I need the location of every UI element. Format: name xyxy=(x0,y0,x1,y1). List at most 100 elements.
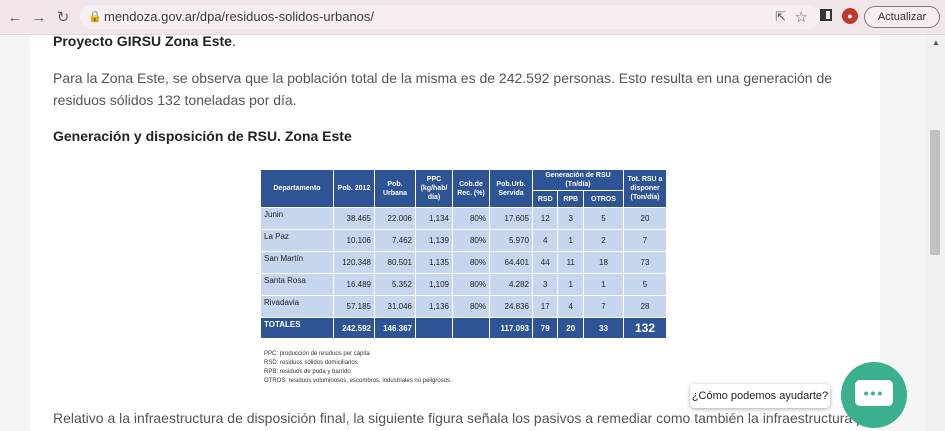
header-cob-rec: Cob.de Rec. (%) xyxy=(452,169,490,208)
cell-ppc: 1,134 xyxy=(415,207,453,230)
header-rsd: RSD xyxy=(531,190,559,208)
cell-pob-urbana: 80.501 xyxy=(374,251,416,274)
project-heading: Proyecto GIRSU Zona Este. xyxy=(53,33,236,49)
cell-tot: 73 xyxy=(623,251,667,274)
profile-avatar-icon[interactable]: ● xyxy=(842,8,858,24)
cell-servida: 4.282 xyxy=(489,273,533,296)
note-ppc: PPC: producción de residuos per cápita xyxy=(264,351,370,357)
cell-total-empty xyxy=(452,317,490,339)
cell-departamento: Junin xyxy=(260,207,334,230)
cell-departamento: San Martín xyxy=(260,251,334,274)
cell-cob: 80% xyxy=(452,229,490,252)
cell-rsd: 12 xyxy=(531,207,559,230)
cell-total-tot: 132 xyxy=(623,317,667,339)
cell-departamento: La Paz xyxy=(260,229,334,252)
cell-rsd: 17 xyxy=(531,295,559,318)
cell-cob: 80% xyxy=(452,251,490,274)
bookmark-star-icon[interactable]: ☆ xyxy=(794,9,808,26)
header-pob-urbana: Pob. Urbana xyxy=(374,169,416,208)
address-bar[interactable]: 🔒 mendoza.gov.ar/dpa/residuos-solidos-ur… xyxy=(80,5,820,29)
cell-otros: 7 xyxy=(582,295,625,318)
cell-pob2012: 57.185 xyxy=(333,295,375,318)
table-notes: PPC: producción de residuos per cápita R… xyxy=(264,350,452,386)
reload-icon[interactable]: ↻ xyxy=(56,9,70,26)
totals-row: TOTALES 242.592 146.367 117.093 79 20 33… xyxy=(260,317,667,339)
header-generacion: Generación de RSU (Tn/día) xyxy=(532,169,624,191)
cell-rsd: 3 xyxy=(531,273,559,296)
header-tot-rsu: Tot. RSU a disponer (Ton/día) xyxy=(623,169,667,208)
cell-ppc: 1,139 xyxy=(415,229,453,252)
cell-total-empty xyxy=(415,317,453,339)
cell-pob-urbana: 7.462 xyxy=(374,229,416,252)
cell-otros: 5 xyxy=(582,207,625,230)
header-otros: OTROS xyxy=(582,190,625,208)
table-row: La Paz 10.106 7.462 1,139 80% 5.970 4 1 … xyxy=(260,229,667,252)
cell-otros: 2 xyxy=(582,229,625,252)
cell-cob: 80% xyxy=(452,295,490,318)
browser-toolbar: ← → ↻ 🔒 mendoza.gov.ar/dpa/residuos-soli… xyxy=(0,0,945,35)
note-rpb: RPB: residuos de poda y barrido xyxy=(264,369,351,375)
cell-rpb: 1 xyxy=(557,273,584,296)
header-departamento: Departamento xyxy=(260,169,334,208)
cell-rsd: 4 xyxy=(531,229,559,252)
header-ppc: PPC (kg/hab/ día) xyxy=(415,169,453,208)
cell-ppc: 1,109 xyxy=(415,273,453,296)
table-row: Junin 38.465 22.006 1,134 80% 17.605 12 … xyxy=(260,207,667,230)
cell-servida: 5.970 xyxy=(489,229,533,252)
cell-rpb: 11 xyxy=(557,251,584,274)
chat-prompt-bubble[interactable]: ¿Cómo podemos ayudarte? xyxy=(690,384,830,408)
header-pob2012: Pob. 2012 xyxy=(333,169,375,208)
scrollbar-thumb[interactable] xyxy=(930,130,940,255)
table-row: San Martín 120.348 80.501 1,135 80% 64.4… xyxy=(260,251,667,274)
cell-tot: 5 xyxy=(623,273,667,296)
table-row: Santa Rosa 16.489 5.352 1,109 80% 4.282 … xyxy=(260,273,667,296)
update-button[interactable]: Actualizar xyxy=(864,6,940,28)
cell-departamento: Santa Rosa xyxy=(260,273,334,296)
cell-rpb: 1 xyxy=(557,229,584,252)
cell-rpb: 3 xyxy=(557,207,584,230)
cell-total-rsd: 79 xyxy=(531,317,559,339)
chat-button[interactable]: ••• xyxy=(841,362,907,428)
cell-servida: 17.605 xyxy=(489,207,533,230)
cell-totales-label: TOTALES xyxy=(260,317,334,339)
cell-servida: 64.401 xyxy=(489,251,533,274)
page-margin-left xyxy=(0,35,30,431)
back-arrow-icon[interactable]: ← xyxy=(7,8,23,26)
forward-arrow-icon[interactable]: → xyxy=(31,8,47,26)
cell-pob2012: 16.489 xyxy=(333,273,375,296)
cell-total-pob2012: 242.592 xyxy=(333,317,375,339)
cell-otros: 18 xyxy=(582,251,625,274)
cell-cob: 80% xyxy=(452,273,490,296)
cell-tot: 20 xyxy=(623,207,667,230)
chat-bubble-icon: ••• xyxy=(855,380,893,406)
bottom-paragraph: Relativo a la infraestructura de disposi… xyxy=(53,410,873,426)
cell-ppc: 1,135 xyxy=(415,251,453,274)
cell-departamento: Rivadavia xyxy=(260,295,334,318)
note-otros: OTROS: residuos voluminosos, escombros, … xyxy=(264,378,452,384)
cell-total-pob-urbana: 146.367 xyxy=(374,317,416,339)
article-content: Proyecto GIRSU Zona Este. Para la Zona E… xyxy=(30,33,880,431)
cell-total-rpb: 20 xyxy=(557,317,584,339)
cell-pob2012: 120.348 xyxy=(333,251,375,274)
cell-otros: 1 xyxy=(582,273,625,296)
cell-pob-urbana: 31.046 xyxy=(374,295,416,318)
cell-total-servida: 117.093 xyxy=(489,317,533,339)
scroll-up-icon[interactable]: ▲ xyxy=(932,38,940,47)
cell-pob2012: 38.465 xyxy=(333,207,375,230)
share-icon[interactable]: ⇱ xyxy=(775,9,786,24)
cell-pob-urbana: 22.006 xyxy=(374,207,416,230)
cell-total-otros: 33 xyxy=(582,317,625,339)
cell-pob-urbana: 5.352 xyxy=(374,273,416,296)
url-text: mendoza.gov.ar/dpa/residuos-solidos-urba… xyxy=(104,9,375,24)
header-pob-urb-servida: Pob.Urb. Servida xyxy=(489,169,533,208)
rsu-table-image: Departamento Pob. 2012 Pob. Urbana PPC (… xyxy=(260,169,667,339)
header-rpb: RPB xyxy=(557,190,584,208)
cell-rpb: 4 xyxy=(557,295,584,318)
intro-paragraph: Para la Zona Este, se observa que la pob… xyxy=(53,70,833,108)
cell-cob: 80% xyxy=(452,207,490,230)
side-panel-icon[interactable] xyxy=(820,9,832,21)
note-rsd: RSD: residuos sólidos domiciliarios xyxy=(264,360,358,366)
generation-heading: Generación y disposición de RSU. Zona Es… xyxy=(53,128,352,144)
cell-tot: 28 xyxy=(623,295,667,318)
cell-servida: 24.836 xyxy=(489,295,533,318)
